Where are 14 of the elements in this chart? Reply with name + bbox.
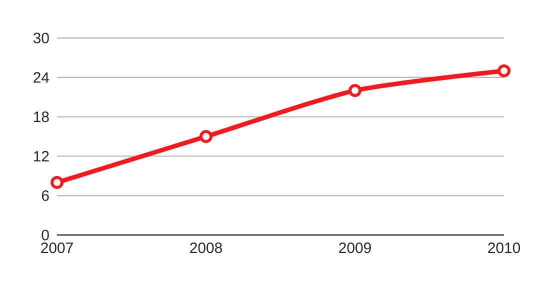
- y-tick-label: 30: [33, 32, 49, 44]
- x-tick-label: 2009: [339, 242, 371, 254]
- x-tick-label: 2007: [41, 242, 73, 254]
- y-tick-label: 18: [34, 112, 49, 122]
- x-tick-label: 2008: [190, 242, 222, 254]
- y-tick-label: 24: [34, 72, 50, 83]
- point: [498, 64, 511, 78]
- point: [348, 84, 362, 98]
- y-tick-label: 0: [42, 230, 49, 240]
- point: [50, 176, 64, 189]
- point: [200, 130, 213, 143]
- y-tick-label: 12: [34, 150, 49, 162]
- x-tick-label: 2010: [488, 242, 520, 254]
- y-tick-label: 6: [42, 190, 49, 201]
